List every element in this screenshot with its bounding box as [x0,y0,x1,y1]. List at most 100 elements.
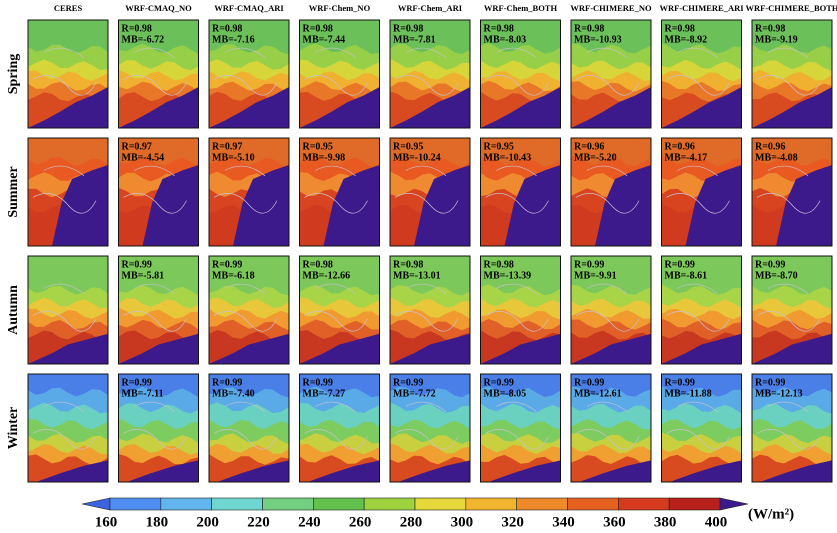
panel-frame [661,373,742,483]
panel-frame [570,255,652,365]
panel-frame [570,19,652,129]
mb-value: MB=-5.20 [574,152,617,163]
contour-band [661,20,742,54]
contour-band [390,374,470,398]
mb-value: MB=-7.40 [212,388,255,399]
ocean [299,86,380,128]
colorbar-segment [211,497,263,511]
ocean [398,460,470,482]
column-title: WRF-CHIMERE_ARI [659,3,744,13]
ocean [480,86,561,128]
mb-value: MB=-7.27 [303,388,346,399]
colorbar-tick-label: 200 [196,514,219,530]
border-line [304,401,368,450]
contour-band [299,374,380,398]
map-panel [480,138,561,246]
r-value: R=0.98 [484,23,514,34]
colorbar-tick-label: 220 [247,514,270,530]
mb-value: MB=-7.72 [393,388,436,399]
ocean [579,460,651,482]
r-value: R=0.95 [303,141,333,152]
panel-frame [389,19,471,129]
panel-frame [299,373,380,483]
map-panel [571,256,651,364]
r-value: R=0.99 [212,259,242,270]
r-value: R=0.99 [574,259,604,270]
mb-value: MB=-10.93 [574,34,622,45]
contour-band [390,138,470,167]
r-value: R=0.98 [484,259,514,270]
mb-value: MB=-5.81 [122,270,165,281]
ocean [661,86,742,128]
ocean [390,333,470,364]
contour-band [752,374,832,397]
ocean [669,460,742,482]
r-value: R=0.99 [665,377,695,388]
row-label: Spring [6,54,21,94]
panel-frame [118,19,199,129]
mb-value: MB=-13.39 [484,270,532,281]
contour-band [390,20,470,54]
map-panel [752,256,832,364]
contour-band [299,138,380,167]
r-value: R=0.98 [212,23,242,34]
panel-frame [299,137,380,247]
contour-band [661,256,742,295]
contour-band [752,138,832,166]
r-value: R=0.99 [303,377,333,388]
mb-value: MB=-4.17 [665,152,708,163]
r-value: R=0.99 [122,259,152,270]
border-line [213,283,278,332]
ocean [571,86,651,128]
mb-value: MB=-5.10 [212,152,255,163]
r-value: R=0.99 [122,377,152,388]
ocean [36,460,108,482]
contour-band [480,20,561,54]
border-line [123,165,187,214]
panel-frame [27,137,109,247]
contour-band [480,138,561,167]
mb-value: MB=-8.05 [484,388,527,399]
panel-frame [570,373,652,483]
border-line [123,47,187,96]
contour-band [28,374,108,397]
panel-frame [751,373,833,483]
ocean [752,86,832,128]
ocean [209,86,289,128]
ocean [118,333,199,364]
r-value: R=0.99 [665,259,695,270]
mb-value: MB=-6.18 [212,270,255,281]
border-line [666,165,730,214]
mb-value: MB=-9.19 [755,34,798,45]
column-title: WRF-Chem_ARI [398,3,463,13]
border-line [666,401,730,450]
map-panel [118,374,199,482]
map-panel [480,20,561,128]
contour-band [752,256,832,295]
ocean [661,333,742,364]
border-line [32,283,97,332]
r-value: R=0.99 [574,377,604,388]
map-panel [390,374,470,482]
panel-frame [751,137,833,247]
colorbar-tick-label: 160 [95,514,118,530]
colorbar-unit: (W/m²) [748,506,794,522]
r-value: R=0.96 [755,141,785,152]
r-value: R=0.99 [212,377,242,388]
map-panel [209,138,289,246]
map-panel [299,256,380,364]
column-title: WRF-Chem_NO [309,3,371,13]
r-value: R=0.98 [665,23,695,34]
contour-band [209,256,289,296]
ocean [752,333,832,364]
panel-frame [389,373,471,483]
panel-frame [208,255,290,365]
border-line [485,165,549,214]
column-title: WRF-CHIMERE_BOTH [745,3,837,13]
panel-frame [118,137,199,247]
border-line [32,401,97,450]
contour-band [571,256,651,295]
panel-frame [208,373,290,483]
mb-value: MB=-7.44 [303,34,346,45]
